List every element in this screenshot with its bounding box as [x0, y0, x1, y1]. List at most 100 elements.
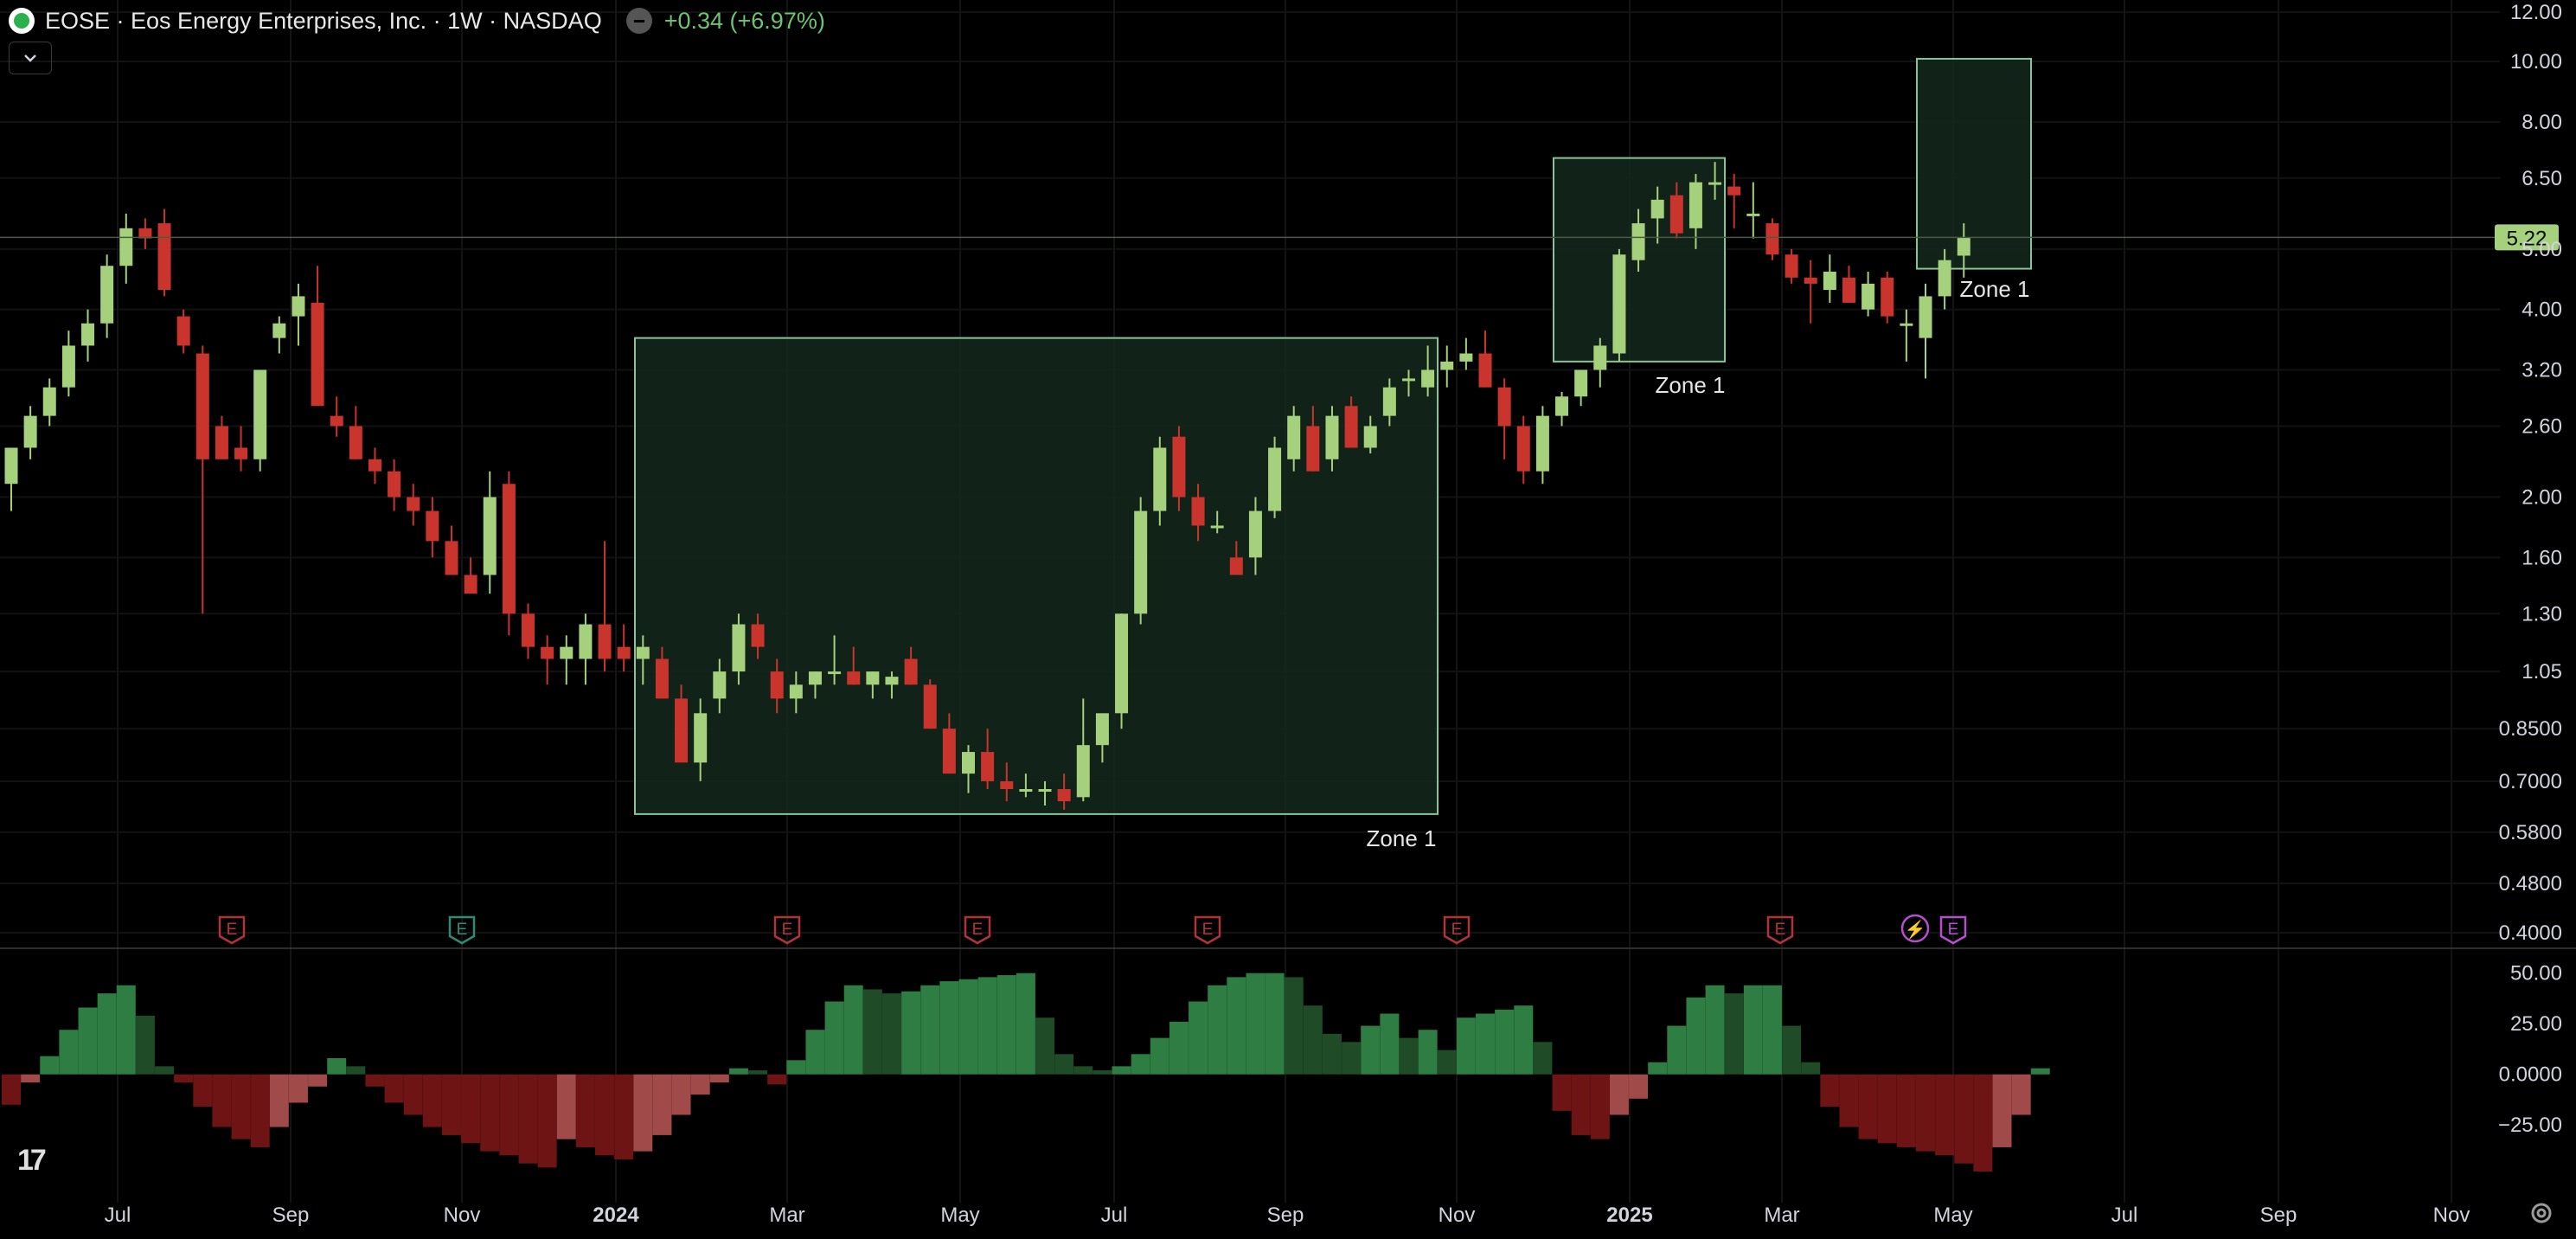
histogram-bar[interactable] [1150, 1037, 1169, 1075]
candle[interactable] [808, 671, 822, 685]
candle[interactable] [923, 684, 937, 729]
candle[interactable] [1650, 199, 1664, 219]
histogram-bar[interactable] [1303, 1005, 1323, 1075]
earnings-marker-icon[interactable] [448, 915, 476, 945]
candle[interactable] [1248, 510, 1262, 558]
candle[interactable] [1478, 353, 1492, 388]
candle[interactable] [981, 752, 995, 781]
histogram-bar[interactable] [480, 1074, 500, 1152]
earnings-marker-icon[interactable] [1939, 915, 1967, 945]
histogram-bar[interactable] [1437, 1050, 1457, 1075]
histogram-bar[interactable] [1686, 997, 1706, 1075]
histogram-bar[interactable] [288, 1074, 308, 1103]
histogram-bar[interactable] [1227, 977, 1246, 1075]
earnings-marker-icon[interactable] [964, 915, 991, 945]
candle[interactable] [1746, 213, 1760, 216]
histogram-bar[interactable] [384, 1074, 404, 1103]
candle[interactable] [1631, 223, 1645, 260]
histogram-bar[interactable] [250, 1074, 270, 1147]
candle[interactable] [1555, 396, 1569, 416]
candle[interactable] [253, 369, 267, 459]
candle[interactable] [1516, 426, 1530, 472]
histogram-bar[interactable] [843, 985, 863, 1075]
candle[interactable] [1823, 271, 1836, 291]
histogram-bar[interactable] [1839, 1074, 1859, 1127]
histogram-bar[interactable] [1246, 973, 1266, 1075]
histogram-bar[interactable] [2030, 1068, 2050, 1075]
histogram-bar[interactable] [1743, 985, 1763, 1075]
candle[interactable] [119, 228, 133, 266]
candle[interactable] [1153, 447, 1167, 511]
candle[interactable] [1287, 415, 1301, 459]
candle[interactable] [176, 316, 190, 346]
histogram-bar[interactable] [1131, 1054, 1150, 1075]
candle[interactable] [100, 266, 114, 324]
candle[interactable] [483, 497, 497, 575]
histogram-bar[interactable] [1456, 1018, 1476, 1075]
candle[interactable] [292, 296, 305, 317]
histogram-bar[interactable] [767, 1074, 787, 1085]
candle[interactable] [675, 698, 689, 763]
histogram-bar[interactable] [824, 1001, 844, 1075]
histogram-bar[interactable] [78, 1007, 98, 1075]
histogram-bar[interactable] [1533, 1042, 1553, 1075]
histogram-bar[interactable] [748, 1070, 768, 1075]
histogram-bar[interactable] [1016, 973, 1035, 1075]
candle[interactable] [388, 471, 401, 498]
histogram-bar[interactable] [193, 1074, 213, 1107]
candle[interactable] [502, 484, 516, 614]
candle[interactable] [23, 415, 37, 448]
histogram-bar[interactable] [1992, 1074, 2012, 1147]
histogram-bar[interactable] [59, 1030, 79, 1075]
candle[interactable] [234, 447, 248, 459]
candle[interactable] [1669, 195, 1683, 234]
histogram-bar[interactable] [403, 1074, 423, 1115]
histogram-bar[interactable] [1418, 1030, 1438, 1075]
candle[interactable] [1401, 378, 1415, 382]
histogram-bar[interactable] [461, 1074, 481, 1144]
candle[interactable] [713, 671, 727, 699]
histogram-bar[interactable] [901, 991, 921, 1075]
market-status-icon[interactable] [625, 8, 652, 34]
candle[interactable] [942, 729, 956, 774]
histogram-bar[interactable] [1514, 1005, 1534, 1075]
histogram-bar[interactable] [1858, 1074, 1878, 1139]
histogram-bar[interactable] [346, 1066, 366, 1075]
histogram-bar[interactable] [633, 1074, 653, 1152]
candle[interactable] [1344, 406, 1358, 448]
candle[interactable] [560, 646, 574, 659]
histogram-bar[interactable] [1629, 1074, 1649, 1099]
candle[interactable] [1019, 789, 1033, 793]
histogram-bar[interactable] [155, 1066, 175, 1075]
histogram-bar[interactable] [614, 1074, 634, 1159]
histogram-bar[interactable] [1342, 1042, 1362, 1075]
histogram-bar[interactable] [958, 979, 978, 1075]
candle[interactable] [732, 624, 746, 672]
candle[interactable] [694, 713, 708, 763]
earnings-marker-icon[interactable] [773, 915, 801, 945]
histogram-bar[interactable] [575, 1074, 595, 1147]
histogram-bar[interactable] [441, 1074, 461, 1135]
candle[interactable] [1804, 277, 1817, 284]
histogram-bar[interactable] [1973, 1074, 1993, 1172]
candle[interactable] [1842, 277, 1855, 303]
candle[interactable] [215, 426, 228, 459]
histogram-bar[interactable] [671, 1074, 691, 1115]
histogram-bar[interactable] [308, 1074, 328, 1087]
candle[interactable] [1421, 369, 1435, 388]
histogram-bar[interactable] [1705, 985, 1725, 1075]
candle[interactable] [464, 575, 477, 594]
histogram-bar[interactable] [652, 1074, 672, 1135]
candle[interactable] [1191, 497, 1205, 526]
candle[interactable] [1612, 254, 1626, 354]
candle[interactable] [598, 624, 612, 659]
price-badge[interactable] [2495, 224, 2559, 251]
candle[interactable] [1095, 713, 1109, 746]
candle[interactable] [866, 671, 880, 685]
candle[interactable] [4, 447, 18, 485]
histogram-bar[interactable] [1667, 1025, 1687, 1075]
candle[interactable] [1900, 323, 1913, 326]
candle[interactable] [579, 624, 593, 659]
candle[interactable] [770, 671, 784, 699]
